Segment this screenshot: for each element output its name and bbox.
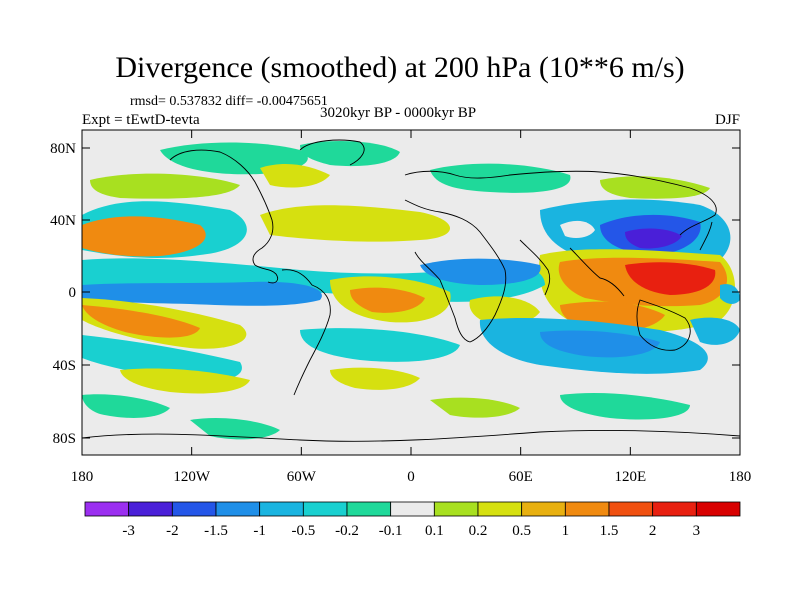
x-tick-label: 120E: [614, 469, 646, 485]
contour-patch: [420, 258, 541, 285]
x-axis: 180 120W 60W 0 60E 120E 180: [71, 130, 752, 485]
colorbar-label: -1: [253, 523, 266, 539]
y-tick-label: 40N: [50, 213, 76, 229]
x-tick-label: 60E: [509, 469, 533, 485]
contour-patch: [260, 164, 330, 188]
y-axis: 80N 40N 0 40S 80S: [50, 141, 740, 447]
y-tick-label: 40S: [53, 358, 76, 374]
colorbar-swatch: [564, 501, 610, 517]
colorbar-label: 1: [562, 523, 570, 539]
contour-patch: [469, 296, 540, 325]
colorbar-label: 0.2: [469, 523, 488, 539]
contour-patch: [430, 163, 571, 193]
x-tick-label: 180: [729, 469, 752, 485]
x-tick-label: 60W: [287, 469, 317, 485]
contour-patch: [540, 330, 660, 358]
y-tick-label: 80N: [50, 141, 76, 157]
contour-patch: [260, 205, 450, 242]
colorbar-swatch: [259, 501, 304, 517]
contour-patch: [120, 368, 250, 394]
x-tick-label: 120W: [173, 469, 211, 485]
contour-patch: [600, 176, 710, 199]
colorbar-label: 0.1: [425, 523, 444, 539]
contour-patch: [350, 287, 425, 313]
contour-patch: [720, 284, 740, 304]
y-tick-label: 0: [69, 285, 77, 301]
colorbar-swatch: [346, 501, 392, 517]
colorbar-swatch: [390, 501, 435, 517]
contour-patch: [330, 367, 420, 390]
colorbar-swatch: [215, 501, 261, 517]
colorbar-label: 2: [649, 523, 657, 539]
colorbar-label: -3: [122, 523, 135, 539]
y-tick-label: 80S: [53, 431, 76, 447]
contour-patch: [82, 281, 322, 306]
colorbar-swatch: [84, 501, 130, 517]
contour-patch: [82, 305, 200, 338]
colorbar-label: 1.5: [600, 523, 619, 539]
colorbar-label: -2: [166, 523, 179, 539]
colorbar-swatch: [171, 501, 217, 517]
contour-patch: [90, 173, 240, 199]
rmsd-diff-stats: rmsd= 0.537832 diff= -0.00475651: [130, 94, 328, 109]
colorbar-swatch: [302, 501, 348, 517]
colorbar-label: -0.2: [335, 523, 359, 539]
contour-patch: [560, 393, 690, 420]
colorbar-swatch: [128, 501, 173, 517]
period-label: 3020kyr BP - 0000kyr BP: [320, 105, 477, 121]
colorbar-swatch: [608, 501, 654, 517]
colorbar-swatch: [433, 501, 479, 517]
contour-patch: [82, 216, 206, 257]
colorbar-swatch: [652, 501, 697, 517]
colorbar-label: -0.1: [379, 523, 403, 539]
colorbar: -3 -2 -1.5 -1 -0.5 -0.2 -0.1 0.1 0.2 0.5 1 1.5 2 3: [84, 501, 741, 539]
contour-patch: [690, 317, 740, 345]
plot-title: Divergence (smoothed) at 200 hPa (10**6 …: [115, 51, 685, 84]
season-label: DJF: [714, 112, 740, 128]
colorbar-label: 3: [693, 523, 701, 539]
colorbar-label: -0.5: [291, 523, 315, 539]
contour-patch: [560, 220, 595, 238]
contour-patch: [82, 394, 170, 418]
contour-patch: [82, 335, 242, 382]
contour-patch: [625, 228, 682, 249]
contour-patch: [625, 262, 716, 295]
colorbar-label: 0.5: [512, 523, 531, 539]
colorbar-swatch: [477, 501, 523, 517]
contour-field: [82, 130, 740, 455]
x-tick-label: 180: [71, 469, 94, 485]
colorbar-label: -1.5: [204, 523, 228, 539]
contour-patch: [430, 397, 520, 418]
experiment-label: Expt = tEwtD-tevta: [82, 112, 200, 128]
x-tick-label: 0: [407, 469, 415, 485]
colorbar-swatch: [521, 501, 566, 517]
contour-patch: [190, 418, 280, 440]
coastlines: [82, 139, 740, 442]
contour-patch: [300, 328, 460, 362]
colorbar-swatch: [695, 501, 741, 517]
contour-patch: [300, 140, 400, 167]
